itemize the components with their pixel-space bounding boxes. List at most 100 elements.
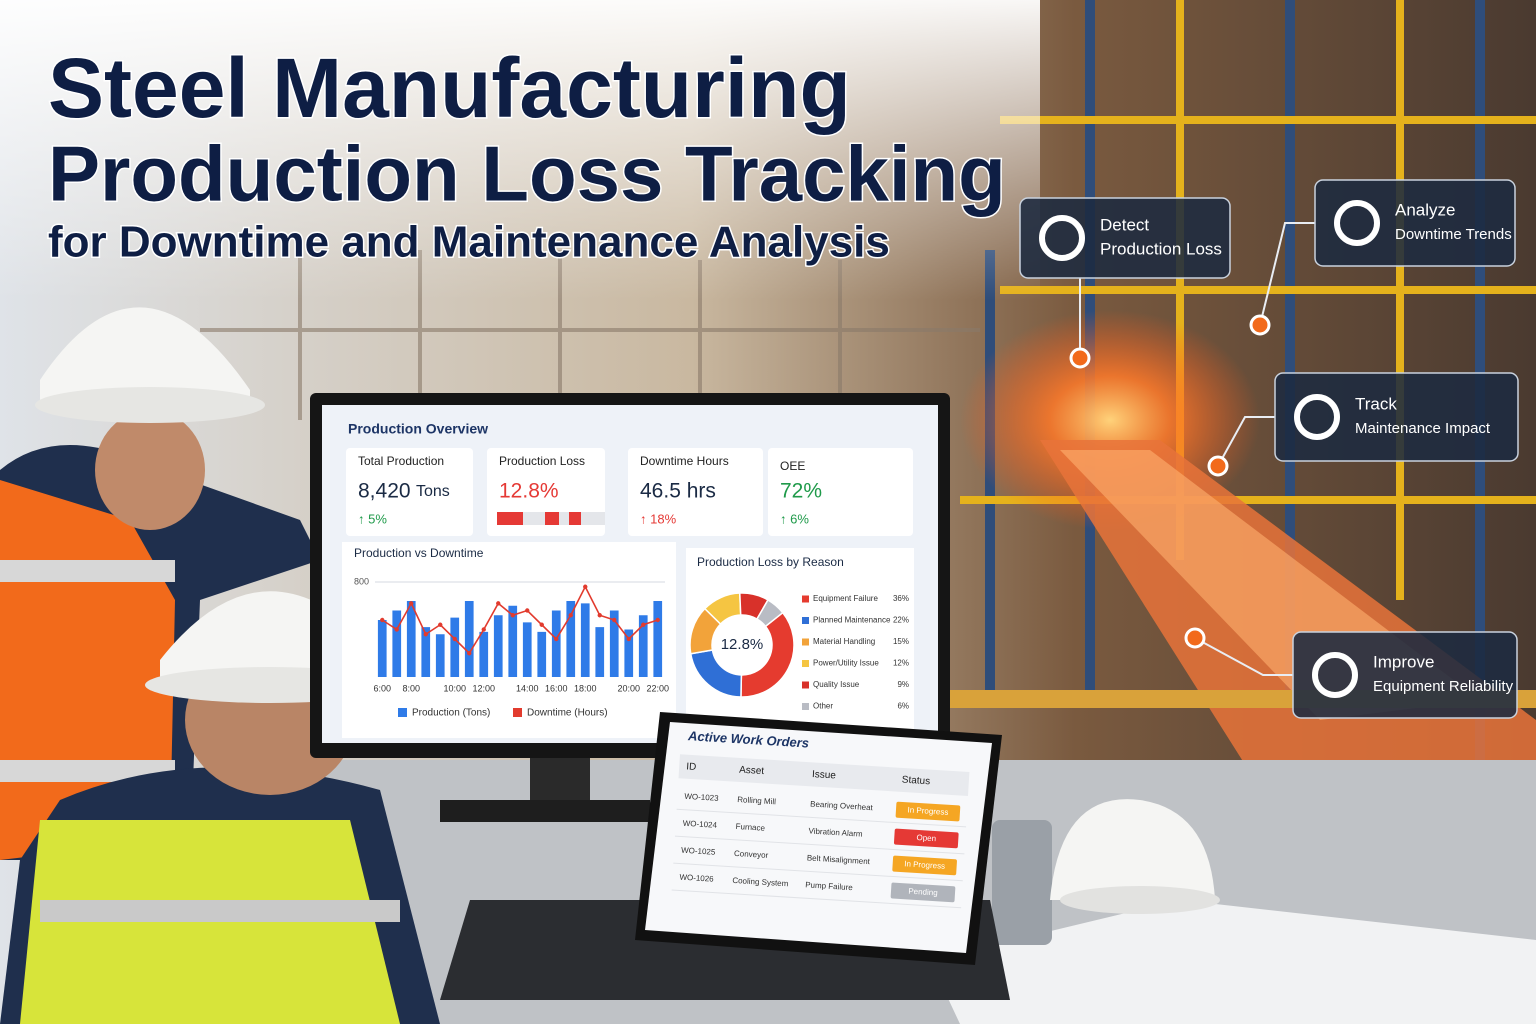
status-badge xyxy=(890,882,956,903)
legend-label: Planned Maintenance xyxy=(813,616,891,625)
row-divider xyxy=(673,862,963,882)
worker-back xyxy=(0,307,320,860)
status-label: Open xyxy=(916,833,936,843)
x-tick-label: 8:00 xyxy=(402,683,420,693)
bar xyxy=(638,615,648,677)
bar xyxy=(493,615,503,677)
table-header: Asset xyxy=(739,765,765,778)
loss-bar-segment xyxy=(497,512,523,525)
value-label: 15% xyxy=(893,637,909,646)
line-point xyxy=(423,632,428,637)
bar xyxy=(377,620,387,677)
desk-items xyxy=(992,799,1220,945)
connector-dot xyxy=(1249,314,1271,336)
row-divider xyxy=(674,835,965,855)
legend-swatch xyxy=(802,617,809,624)
line-point xyxy=(496,601,501,606)
callout-line: Detect xyxy=(1100,215,1149,234)
x-tick-label: 6:00 xyxy=(373,683,391,693)
table-cell: WO-1024 xyxy=(682,819,717,830)
bar xyxy=(406,601,416,677)
connector xyxy=(1194,637,1293,676)
dashboard-title: Production Overview xyxy=(348,421,488,437)
legend-swatch xyxy=(513,708,522,717)
line xyxy=(381,584,658,655)
title-line: for Downtime and Maintenance Analysis xyxy=(48,218,890,267)
bar xyxy=(537,631,547,677)
bar xyxy=(464,601,474,677)
connector xyxy=(1259,222,1315,326)
bar xyxy=(609,610,619,677)
value-label: 9% xyxy=(897,680,909,689)
bar xyxy=(566,601,576,677)
table-cell: Bearing Overheat xyxy=(810,799,874,812)
status-label: In Progress xyxy=(907,805,948,816)
legend-label: Quality Issue xyxy=(813,680,860,689)
status-badge xyxy=(893,828,959,849)
legend-swatch xyxy=(398,708,407,717)
x-tick-label: 16:00 xyxy=(545,683,568,693)
chart-title: Production vs Downtime xyxy=(354,546,484,560)
table-cell: Pump Failure xyxy=(805,880,854,892)
value-label: 12% xyxy=(893,659,909,668)
callout-icon xyxy=(1334,200,1380,246)
pie-center-label: 12.8% xyxy=(721,636,764,653)
loss-bar-segment xyxy=(569,512,581,525)
x-tick-label: 22:00 xyxy=(646,683,669,693)
bar xyxy=(392,610,402,677)
kpi-label: OEE xyxy=(780,459,805,473)
callout-icon xyxy=(1294,394,1340,440)
legend-swatch xyxy=(802,681,809,689)
callout-box xyxy=(1274,372,1519,462)
line-point xyxy=(394,627,399,632)
kpi-change: ↑ 18% xyxy=(640,511,677,526)
status-badge xyxy=(895,801,961,822)
callout-line: Improve xyxy=(1373,652,1434,671)
kpi-change: ↑ 5% xyxy=(358,511,387,526)
kpi-value: 8,420 xyxy=(358,480,411,503)
legend-swatch xyxy=(802,703,809,710)
line-point xyxy=(438,622,443,627)
callout-line: Maintenance Impact xyxy=(1355,420,1491,437)
kpi-change: ↑ 6% xyxy=(780,511,809,526)
line-point xyxy=(554,636,559,642)
line-point xyxy=(626,636,631,642)
line-point xyxy=(452,636,457,642)
table-cell: WO-1026 xyxy=(679,873,714,884)
callout-line: Track xyxy=(1355,394,1397,413)
legend-label: Downtime (Hours) xyxy=(527,708,608,719)
status-badge xyxy=(892,855,957,876)
kpi-value: 12.8% xyxy=(499,480,559,503)
callout-line: Production Loss xyxy=(1100,239,1222,258)
status-label: In Progress xyxy=(904,859,945,870)
kpi-unit: Tons xyxy=(416,483,450,500)
table-title: Active Work Orders xyxy=(687,728,810,750)
kpi-card xyxy=(768,448,913,536)
pie-slice xyxy=(755,598,784,628)
connector xyxy=(1217,416,1275,467)
kpi-card xyxy=(628,448,763,536)
bar xyxy=(421,627,431,677)
x-tick-label: 12:00 xyxy=(472,683,495,693)
kpi-label: Downtime Hours xyxy=(640,454,729,468)
callout-box xyxy=(1314,179,1516,267)
table-cell: WO-1025 xyxy=(681,846,716,857)
dashboard: Production Overview Total Production 8,420… xyxy=(342,421,914,738)
bar xyxy=(450,617,460,677)
table-cell: Belt Misalignment xyxy=(807,853,871,866)
line-point xyxy=(655,617,660,623)
y-tick-label: 800 xyxy=(354,576,369,586)
legend-label: Production (Tons) xyxy=(412,708,490,719)
bar xyxy=(551,610,561,677)
pie-slice xyxy=(740,611,795,698)
connector-dot xyxy=(1184,627,1206,649)
table-header: Issue xyxy=(812,769,837,781)
bar xyxy=(522,622,532,677)
x-tick-label: 14:00 xyxy=(516,683,539,693)
kpi-label: Total Production xyxy=(358,454,444,468)
legend-label: Equipment Failure xyxy=(813,594,878,603)
x-tick-label: 20:00 xyxy=(617,683,640,693)
line-point xyxy=(481,627,486,632)
